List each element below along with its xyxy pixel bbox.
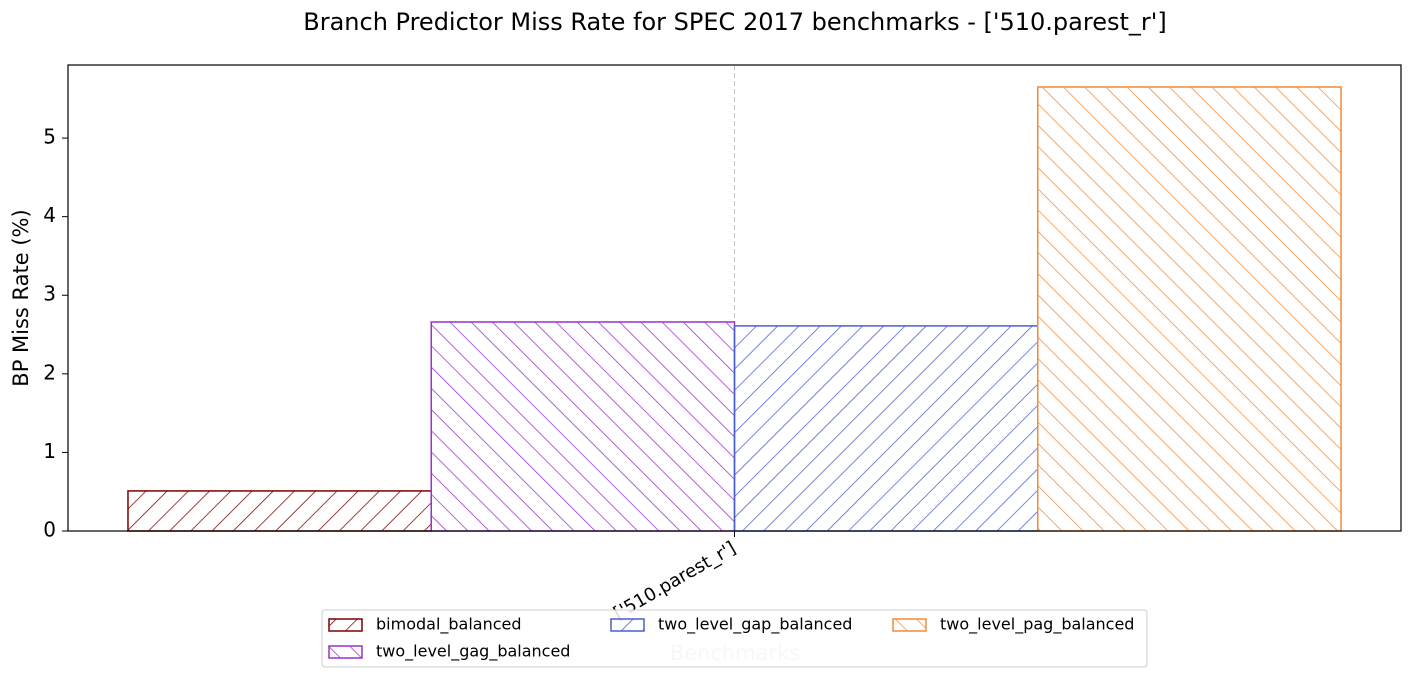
bar [733, 325, 1039, 532]
y-tick-label: 4 [43, 203, 56, 227]
bar [430, 321, 736, 532]
legend-swatch [328, 618, 363, 632]
legend-box [321, 609, 1148, 668]
y-tick-label: 5 [43, 125, 56, 149]
bar [127, 490, 432, 532]
bar [1037, 86, 1342, 532]
y-axis-label: BP Miss Rate (%) [9, 209, 33, 386]
legend-label: two_level_gag_balanced [376, 642, 570, 662]
y-tick-label: 0 [43, 518, 56, 542]
legend-label: two_level_pag_balanced [940, 615, 1134, 635]
y-tick-label: 3 [43, 282, 56, 306]
legend: bimodal_balanced two_level_gag_balanced tw… [321, 609, 1148, 668]
legend-label: two_level_gap_balanced [658, 615, 852, 635]
plot-frame [67, 64, 1402, 532]
y-tick-label: 1 [43, 439, 56, 463]
legend-swatch [328, 645, 363, 659]
chart-title: Branch Predictor Miss Rate for SPEC 2017… [303, 8, 1166, 36]
y-tick-label: 2 [43, 360, 56, 384]
legend-swatch [892, 618, 927, 632]
legend-swatch [610, 618, 645, 632]
legend-label: bimodal_balanced [376, 615, 522, 635]
